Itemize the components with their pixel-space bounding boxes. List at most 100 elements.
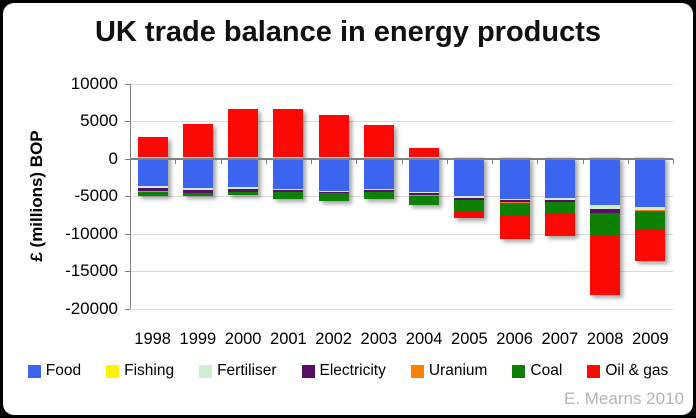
- x-axis-tick: [401, 158, 403, 164]
- y-tick-label: 5000: [80, 111, 118, 130]
- bar-segment: [137, 191, 168, 196]
- bar-segment: [409, 158, 440, 192]
- x-axis-tick: [627, 158, 629, 164]
- chart-panel: [3, 3, 693, 415]
- x-axis-tick: [175, 158, 177, 164]
- legend-label: Fishing: [124, 362, 175, 379]
- x-category-label: 2007: [541, 330, 579, 348]
- bar-segment: [363, 158, 394, 190]
- bar-segment: [273, 108, 304, 158]
- bar-segment: [499, 200, 530, 203]
- bar-segment: [590, 209, 621, 213]
- y-axis-tick: [125, 158, 130, 160]
- y-axis-tick: [125, 233, 130, 235]
- bar-segment: [499, 158, 530, 199]
- bar-segment: [273, 157, 304, 159]
- legend-swatch-icon: [301, 364, 315, 378]
- bar-segment: [228, 187, 259, 189]
- legend-swatch-icon: [410, 364, 424, 378]
- y-axis-tick: [125, 83, 130, 85]
- bar-segment: [182, 189, 213, 193]
- x-axis-tick: [446, 158, 448, 164]
- x-category-label: 2005: [451, 330, 488, 348]
- legend-label: Coal: [530, 362, 563, 379]
- bar-segment: [409, 147, 440, 158]
- gridline: [130, 308, 673, 310]
- bar-segment: [635, 158, 666, 207]
- bar-segment: [590, 158, 621, 205]
- bar-segment: [228, 109, 259, 158]
- bar-segment: [409, 193, 440, 196]
- bar-segment: [635, 206, 666, 210]
- x-category-label: 2006: [496, 330, 533, 348]
- bar-segment: [182, 123, 213, 158]
- bar-segment: [590, 235, 621, 296]
- bar-segment: [363, 191, 394, 200]
- attribution: E. Mearns 2010: [563, 389, 684, 408]
- bar-segment: [590, 205, 621, 210]
- y-axis-tick: [125, 271, 130, 272]
- x-axis-tick: [265, 158, 267, 164]
- y-tick-label: -15000: [65, 261, 118, 280]
- x-category-label: 2001: [270, 330, 307, 348]
- bar-segment: [363, 125, 394, 158]
- bar-segment: [137, 137, 168, 158]
- bar-segment: [318, 191, 349, 193]
- bar-segment: [228, 157, 259, 159]
- bar-segment: [499, 157, 530, 159]
- gridline: [130, 121, 673, 122]
- legend-item: Oil & gas: [587, 362, 668, 380]
- bar-segment: [590, 212, 621, 236]
- bar-segment: [454, 196, 485, 198]
- legend: Food Fishing Fertiliser Electricity Uranium C…: [0, 361, 696, 381]
- bar-segment: [544, 213, 575, 237]
- bar-segment: [454, 211, 485, 218]
- x-category-label: 1998: [134, 330, 171, 348]
- bar-segment: [544, 158, 575, 199]
- bar-segment: [137, 187, 168, 191]
- legend-swatch-icon: [27, 364, 41, 378]
- bar-segment: [544, 198, 575, 200]
- y-axis-tick: [125, 196, 130, 197]
- bar-segment: [228, 191, 259, 193]
- bar-segment: [182, 192, 213, 194]
- x-axis-tick: [220, 158, 222, 164]
- bar-segment: [273, 190, 304, 192]
- legend-label: Food: [45, 362, 82, 379]
- bar-segment: [318, 115, 349, 158]
- x-category-label: 2008: [586, 330, 624, 348]
- y-tick-label: -10000: [65, 223, 118, 243]
- legend-swatch-icon: [587, 364, 601, 378]
- legend-item: Fishing: [106, 362, 174, 380]
- y-tick-label: -20000: [65, 298, 118, 318]
- y-tick-label: -5000: [74, 186, 118, 205]
- bar-segment: [590, 157, 621, 159]
- bar-segment: [499, 199, 530, 201]
- y-tick-label: 0: [108, 148, 118, 168]
- bar-segment: [363, 189, 394, 191]
- bar-segment: [273, 158, 304, 189]
- bar-segment: [635, 157, 666, 159]
- legend-swatch-icon: [199, 364, 213, 378]
- bar-segment: [137, 190, 168, 192]
- x-category-label: 2009: [632, 330, 669, 348]
- legend-swatch-icon: [512, 364, 526, 378]
- bar-segment: [409, 157, 440, 159]
- bar-segment: [273, 191, 304, 193]
- x-category-label: 2000: [224, 330, 262, 348]
- legend-label: Oil & gas: [605, 362, 669, 379]
- x-axis-tick: [356, 158, 358, 164]
- bar-segment: [137, 185, 168, 188]
- legend-label: Fertiliser: [217, 362, 277, 379]
- x-axis-tick: [311, 158, 312, 164]
- bar-segment: [318, 193, 349, 201]
- x-category-label: 2003: [360, 330, 398, 348]
- bar-segment: [182, 187, 213, 190]
- bar-segment: [454, 157, 485, 159]
- gridline: [130, 196, 673, 197]
- x-axis-tick: [673, 158, 674, 164]
- bar-segment: [544, 157, 575, 159]
- bar-segment: [137, 157, 168, 159]
